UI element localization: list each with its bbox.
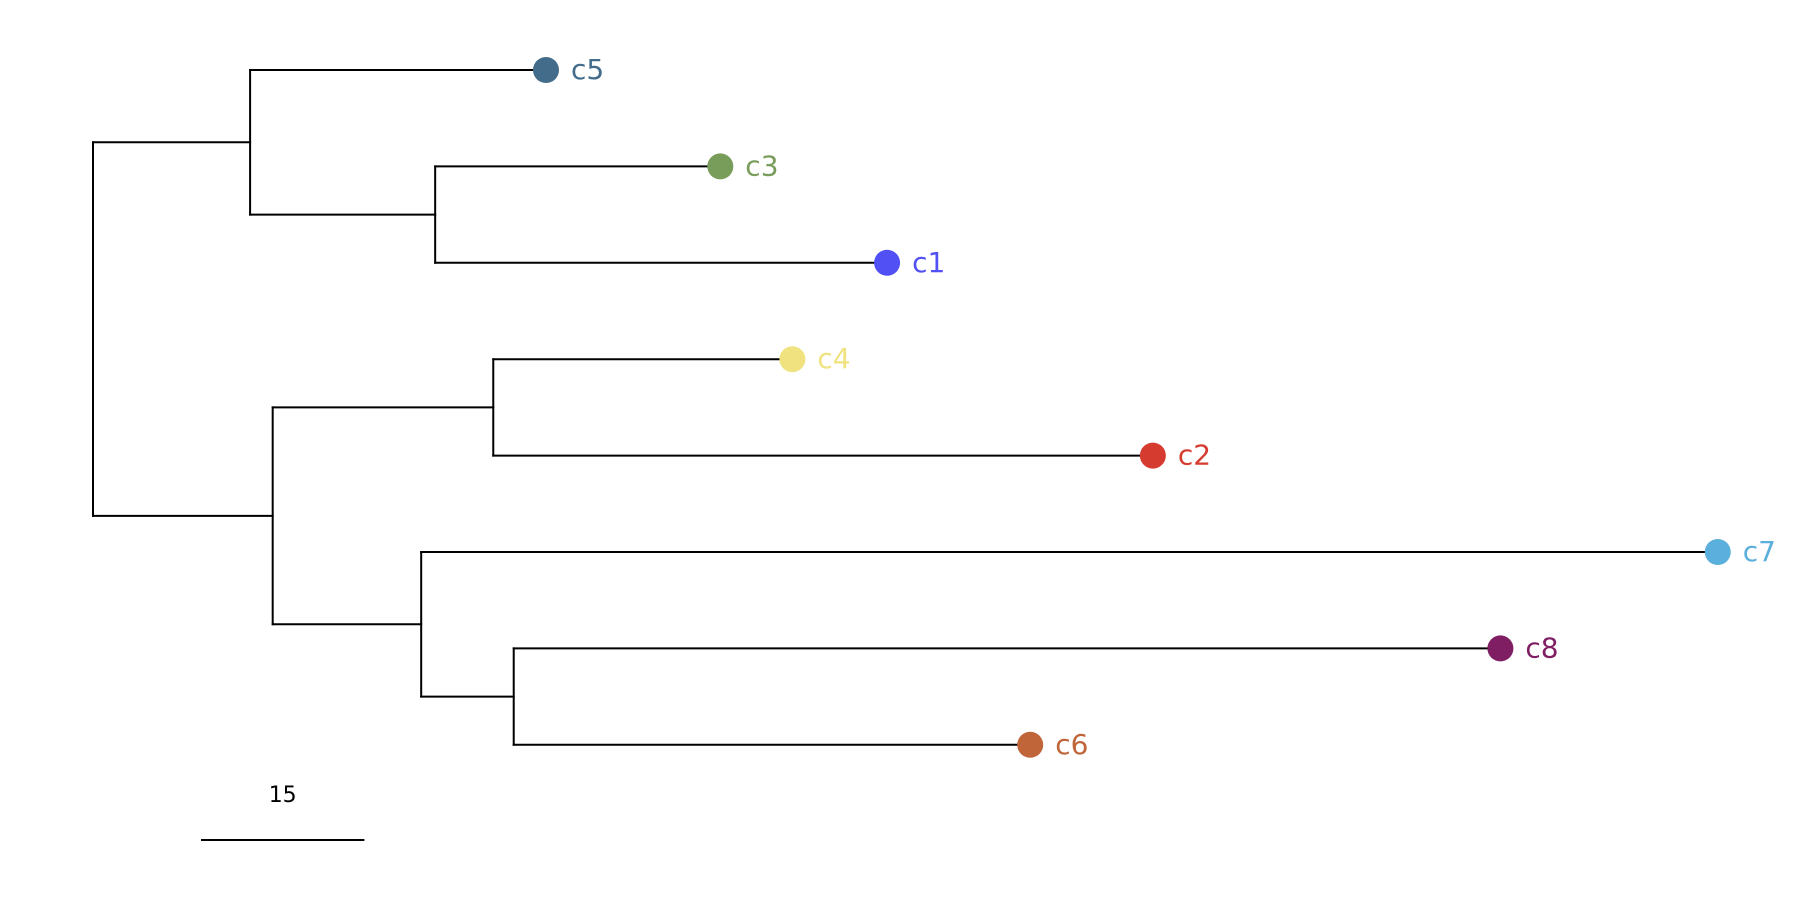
leaf-label: c6 bbox=[1055, 728, 1088, 761]
leaf-label: c2 bbox=[1178, 439, 1211, 472]
scale-label: 15 bbox=[269, 783, 297, 808]
leaf-node bbox=[874, 249, 901, 276]
leaf-node bbox=[532, 57, 559, 83]
leaf-label: c4 bbox=[817, 342, 850, 375]
leaf-label: c1 bbox=[912, 246, 945, 279]
leaf-label: c8 bbox=[1525, 631, 1558, 664]
leaf-label: c5 bbox=[571, 53, 604, 86]
leaf-node bbox=[1017, 731, 1044, 758]
leaf-node bbox=[1487, 635, 1514, 662]
leaf-node bbox=[1704, 539, 1731, 565]
leaf-node bbox=[779, 346, 806, 373]
leaf-node bbox=[1139, 442, 1166, 469]
leaf-label: c7 bbox=[1743, 535, 1776, 568]
leaf-label: c3 bbox=[745, 149, 778, 182]
leaf-node bbox=[707, 153, 734, 180]
